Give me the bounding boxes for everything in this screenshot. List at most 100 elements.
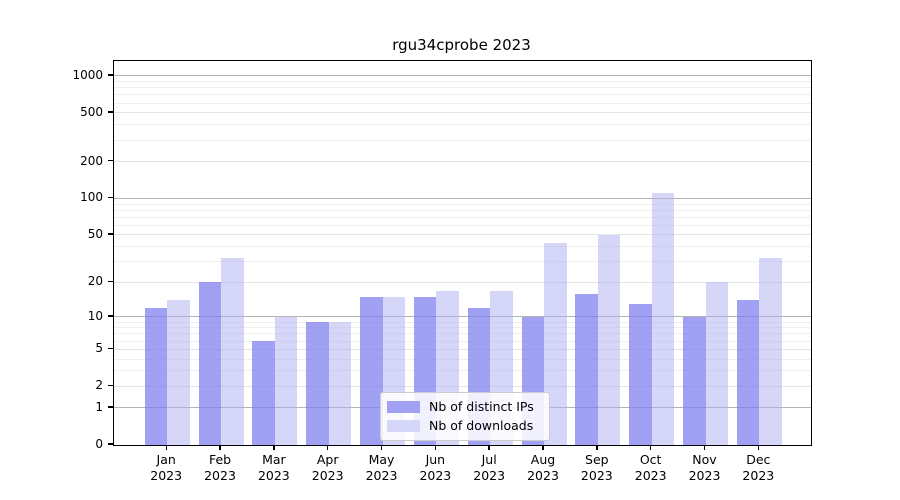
x-tick-label-sep: Sep 2023	[580, 452, 613, 483]
x-tick-jun	[434, 445, 437, 451]
gridline-7	[114, 333, 811, 335]
bar-sep-ips	[575, 293, 598, 445]
x-tick-label-jul: Jul 2023	[473, 452, 506, 483]
x-tick-may	[380, 445, 383, 451]
gridline-70	[114, 216, 811, 218]
x-tick-label-jan: Jan 2023	[150, 452, 183, 483]
y-tick-label-5: 5	[95, 341, 103, 356]
x-tick-label-dec: Dec 2023	[742, 452, 775, 483]
y-tick-label-2: 2	[95, 378, 103, 393]
legend: Nb of distinct IPs Nb of downloads	[380, 392, 550, 441]
gridline-10	[114, 316, 811, 318]
x-tick-dec	[757, 445, 760, 451]
gridline-5	[114, 348, 811, 350]
bar-nov-ips	[683, 316, 706, 445]
y-tick-label-200: 200	[80, 153, 103, 168]
chart-title: rgu34cprobe 2023	[392, 36, 531, 54]
x-tick-jul	[488, 445, 490, 451]
bar-mar-ips	[252, 341, 275, 445]
legend-row-downloads: Nb of downloads	[387, 416, 543, 435]
gridline-700	[114, 94, 811, 96]
y-tick-1	[108, 406, 113, 408]
x-tick-label-may: May 2023	[365, 452, 398, 483]
x-tick-nov	[703, 445, 706, 451]
x-tick-label-apr: Apr 2023	[311, 452, 344, 483]
y-tick-10	[108, 315, 113, 317]
legend-swatch-ips	[387, 400, 420, 413]
y-tick-label-500: 500	[80, 104, 103, 119]
y-tick-0	[108, 443, 113, 445]
bar-oct-ips	[629, 304, 652, 445]
bar-sep-downloads	[597, 234, 621, 445]
y-tick-1000	[108, 74, 113, 76]
gridline-900	[114, 81, 811, 83]
gridline-80	[114, 209, 811, 211]
gridline-4	[114, 358, 811, 360]
y-tick-label-1000: 1000	[72, 67, 103, 82]
gridline-500	[114, 112, 811, 114]
gridline-6	[114, 340, 811, 342]
gridline-20	[114, 281, 811, 283]
x-tick-label-mar: Mar 2023	[257, 452, 290, 483]
bar-jan-ips	[144, 307, 168, 445]
gridline-200	[114, 161, 811, 163]
x-tick-apr	[326, 445, 329, 451]
y-tick-100	[108, 196, 113, 199]
legend-swatch-downloads	[387, 419, 420, 432]
gridline-9	[114, 321, 811, 323]
gridline-800	[114, 87, 811, 89]
x-tick-mar	[273, 445, 275, 451]
gridline-2	[114, 385, 811, 387]
bar-jan-downloads	[167, 300, 190, 445]
x-tick-aug	[542, 445, 544, 451]
x-tick-label-jun: Jun 2023	[419, 452, 452, 483]
y-tick-label-100: 100	[80, 190, 103, 205]
y-tick-5	[108, 347, 113, 349]
y-tick-200	[108, 160, 113, 162]
y-tick-label-0: 0	[95, 437, 103, 451]
bar-feb-downloads	[221, 258, 244, 445]
gridline-100	[114, 197, 811, 199]
legend-label-downloads: Nb of downloads	[429, 418, 534, 433]
bar-mar-downloads	[274, 316, 298, 445]
gridline-90	[114, 203, 811, 205]
y-tick-label-50: 50	[87, 226, 103, 241]
x-tick-oct	[649, 445, 652, 451]
y-tick-label-10: 10	[87, 308, 103, 323]
x-tick-label-feb: Feb 2023	[204, 452, 236, 483]
bar-apr-downloads	[328, 322, 352, 445]
x-tick-label-nov: Nov 2023	[688, 452, 721, 483]
y-tick-label-20: 20	[87, 274, 103, 289]
gridline-8	[114, 327, 811, 329]
y-tick-label-1: 1	[95, 399, 103, 414]
gridline-600	[114, 102, 811, 104]
gridline-3	[114, 370, 811, 372]
bar-oct-downloads	[651, 193, 675, 445]
y-tick-20	[108, 280, 113, 283]
legend-row-ips: Nb of distinct IPs	[387, 397, 543, 416]
gridline-40	[114, 246, 811, 248]
gridline-30	[114, 261, 811, 263]
bar-nov-downloads	[705, 282, 728, 445]
gridline-300	[114, 139, 811, 141]
y-tick-2	[108, 384, 113, 386]
bar-feb-ips	[198, 282, 222, 445]
bar-apr-ips	[306, 322, 329, 445]
gridline-60	[114, 224, 811, 226]
x-tick-label-aug: Aug 2023	[527, 452, 559, 483]
x-tick-label-oct: Oct 2023	[634, 452, 667, 483]
legend-label-ips: Nb of distinct IPs	[429, 399, 534, 414]
bar-may-ips	[360, 296, 383, 445]
y-tick-500	[108, 111, 113, 113]
bar-dec-downloads	[759, 258, 782, 445]
gridline-1000	[114, 75, 811, 77]
bar-dec-ips	[736, 300, 760, 445]
x-tick-jan	[165, 445, 167, 451]
x-tick-sep	[596, 445, 598, 451]
gridline-400	[114, 124, 811, 126]
gridline-50	[114, 234, 811, 236]
y-tick-50	[108, 233, 113, 235]
x-tick-feb	[219, 445, 221, 451]
plot-area	[113, 60, 812, 446]
